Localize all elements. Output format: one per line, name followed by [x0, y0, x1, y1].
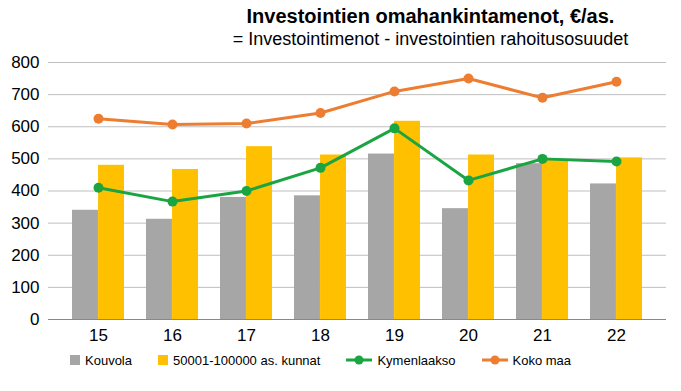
svg-text:600: 600 [11, 117, 39, 136]
svg-text:19: 19 [385, 326, 404, 345]
svg-text:700: 700 [11, 85, 39, 104]
svg-text:17: 17 [237, 326, 256, 345]
html-text:50001-100000 as. kunnat: 50001-100000 as. kunnat [173, 352, 321, 368]
svg-text:20: 20 [459, 326, 478, 345]
svg-text:18: 18 [311, 326, 330, 345]
svg-text:100: 100 [11, 278, 39, 297]
svg-text:21: 21 [533, 326, 552, 345]
svg-text:200: 200 [11, 246, 39, 265]
svg-text:300: 300 [11, 214, 39, 233]
svg-text:500: 500 [11, 149, 39, 168]
html-text:Investointien omahankintamenot: Investointien omahankintamenot, €/as. [246, 5, 615, 27]
svg-text:0: 0 [30, 310, 39, 329]
html-text:Kouvola: Kouvola [85, 352, 132, 368]
svg-text:16: 16 [163, 326, 182, 345]
svg-text:800: 800 [11, 53, 39, 72]
svg-text:15: 15 [89, 326, 108, 345]
html-text:= Investointimenot - investoin: = Investointimenot - investointien rahoi… [232, 29, 629, 49]
svg-text:400: 400 [11, 181, 39, 200]
svg-text:22: 22 [607, 326, 626, 345]
html-text:Koko maa: Koko maa [512, 352, 571, 368]
html-text:Kymenlaakso: Kymenlaakso [377, 352, 456, 368]
